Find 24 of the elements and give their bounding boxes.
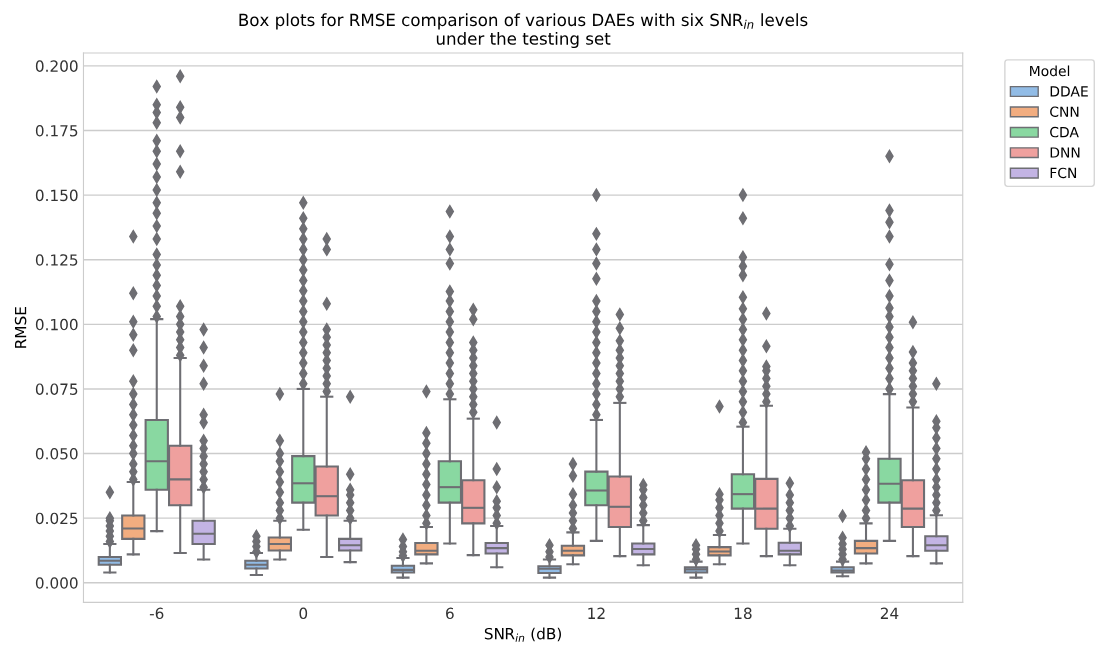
y-tick-label: 0.175 <box>35 124 78 137</box>
legend-title: Model <box>1030 65 1070 77</box>
y-tick-label: 0.100 <box>35 318 78 331</box>
x-axis-title: SNR$_{in}$ (dB) <box>484 627 561 642</box>
legend-label: DNN <box>1050 147 1080 158</box>
chart-title: Box plots for RMSE comparison of various DAEs with six SNR$_{in}$ levels under the testing set <box>239 13 808 49</box>
x-tick-label: 24 <box>880 607 899 619</box>
y-tick-label: 0.025 <box>35 512 78 525</box>
x-tick-label: -6 <box>149 607 164 620</box>
x-tick-label: 18 <box>734 607 752 620</box>
y-tick-label: 0.050 <box>35 448 78 460</box>
legend-label: DDAE <box>1050 86 1088 97</box>
legend-label: CDA <box>1050 126 1079 138</box>
y-tick-label: 0.150 <box>35 189 78 202</box>
y-tick-label: 0.200 <box>35 60 78 72</box>
legend-label: CNN <box>1050 106 1079 117</box>
x-tick-label: 12 <box>588 607 605 619</box>
x-tick-label: 0 <box>299 607 308 620</box>
y-tick-label: 0.125 <box>35 254 78 266</box>
legend-label: FCN <box>1050 167 1077 179</box>
y-tick-label: 0.075 <box>35 383 78 395</box>
y-axis-title: RMSE <box>14 307 27 348</box>
y-tick-label: 0.000 <box>35 577 78 589</box>
x-tick-label: 6 <box>446 607 454 620</box>
